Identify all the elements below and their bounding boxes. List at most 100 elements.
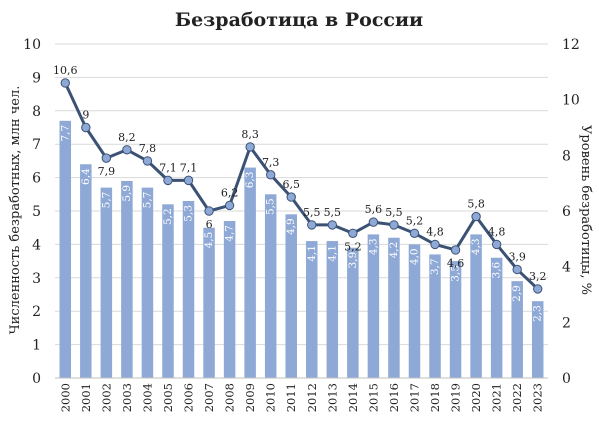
- x-tick-label: 2001: [79, 383, 93, 412]
- line-data-label: 4,6: [447, 257, 465, 270]
- line-point: [81, 122, 91, 133]
- bar: [244, 167, 256, 378]
- x-tick-label: 2022: [510, 383, 524, 412]
- x-tick-label: 2009: [243, 383, 257, 412]
- line-point: [430, 239, 440, 250]
- x-tick-label: 2015: [366, 383, 380, 412]
- bar-data-label: 2,3: [532, 305, 544, 322]
- line-data-label: 8,3: [241, 128, 259, 141]
- x-tick-label: 2023: [531, 383, 545, 412]
- bar: [511, 281, 523, 378]
- y-right-tick-label: 2: [562, 315, 571, 331]
- bar-data-label: 5,7: [100, 192, 112, 209]
- bar: [141, 187, 154, 378]
- x-tick-label: 2007: [202, 383, 216, 412]
- y-axis-right-title: Уровень безработицы, %: [578, 125, 593, 295]
- bar: [388, 237, 400, 378]
- x-tick-label: 2010: [264, 383, 278, 412]
- bar: [80, 164, 92, 378]
- line-data-label: 7,1: [180, 161, 198, 174]
- bar-data-label: 4,7: [224, 225, 236, 242]
- line-series: 10,697,98,27,87,1 7,166,28,37,36,55,5 5,55…: [53, 64, 546, 294]
- bar-data-label: 7,7: [59, 125, 71, 142]
- line-data-label: 9: [82, 109, 89, 122]
- bar-data-label: 5,3: [183, 205, 195, 222]
- line-point: [450, 245, 461, 255]
- line-data-label: 3,9: [508, 250, 526, 263]
- x-tick-label: 2011: [284, 383, 298, 412]
- y-left-tick-label: 10: [23, 37, 41, 53]
- bar: [285, 214, 297, 378]
- bar-data-label: 4,5: [203, 232, 215, 249]
- chart-title: Безработица в России: [175, 9, 423, 31]
- x-tick-label: 2006: [182, 383, 196, 412]
- bar: [490, 257, 503, 378]
- y-left-tick-label: 8: [32, 104, 41, 120]
- line-data-label: 5,8: [467, 198, 485, 211]
- line-data-label: 7,1: [159, 161, 177, 174]
- line-point: [163, 175, 173, 186]
- bar: [203, 227, 215, 378]
- y-right-tick-label: 8: [562, 148, 571, 164]
- line-point: [512, 264, 522, 275]
- y-left-tick-label: 4: [32, 237, 41, 253]
- x-tick-label: 2019: [449, 383, 463, 412]
- line-data-label: 5,5: [303, 206, 321, 219]
- bar-data-label: 3,6: [491, 261, 503, 278]
- bar-data-label: 4,2: [388, 242, 400, 259]
- bar-data-label: 5,2: [162, 208, 174, 225]
- bar: [59, 120, 72, 378]
- bar: [100, 187, 113, 378]
- bar-data-label: 4,0: [408, 248, 420, 265]
- y-right-tick-label: 6: [562, 204, 571, 220]
- y-left-tick-label: 2: [32, 304, 41, 320]
- line-point: [265, 170, 276, 180]
- bar: [182, 200, 195, 378]
- x-tick-label: 2016: [387, 383, 401, 412]
- line-data-label: 8,2: [118, 131, 136, 144]
- line-point: [204, 206, 214, 216]
- bar-data-label: 4,1: [326, 245, 338, 262]
- y-right-tick-label: 10: [562, 93, 580, 109]
- x-tick-label: 2005: [161, 383, 175, 412]
- y-right-tick-label: 12: [562, 37, 580, 53]
- line-data-label: 7,8: [139, 142, 157, 155]
- bar: [121, 180, 133, 378]
- bar: [449, 261, 462, 378]
- unemployment-rate-line: [63, 82, 539, 291]
- bar-data-label: 3,5: [450, 265, 462, 282]
- x-tick-label: 2018: [428, 383, 442, 412]
- bar-data-label: 4,1: [306, 245, 318, 262]
- line-point: [327, 220, 338, 230]
- line-point: [368, 217, 379, 227]
- bar-data-label: 3,7: [429, 258, 441, 275]
- bar: [531, 301, 544, 378]
- bar: [367, 234, 380, 378]
- y-left-tick-label: 5: [32, 204, 41, 220]
- line-point: [224, 200, 235, 211]
- line-data-label: 4,8: [426, 225, 444, 238]
- bar-data-label: 4,9: [285, 218, 297, 235]
- y-left-tick-label: 7: [32, 137, 41, 153]
- bar: [223, 221, 236, 378]
- line-data-label: 5,2: [344, 240, 362, 253]
- bar: [306, 241, 318, 378]
- line-point: [471, 211, 481, 222]
- line-point: [286, 192, 296, 202]
- x-tick-label: 2008: [223, 383, 237, 412]
- line-data-label: 10,6: [53, 64, 78, 77]
- x-tick-label: 2021: [490, 383, 504, 412]
- x-tick-label: 2013: [325, 383, 339, 412]
- bar-data-label: 6,3: [244, 172, 256, 189]
- line-point: [533, 284, 543, 294]
- line-data-label: 6,2: [221, 186, 239, 199]
- bar-data-label: 4,3: [367, 238, 379, 255]
- x-tick-label: 2004: [140, 383, 154, 412]
- line-point: [122, 145, 132, 155]
- line-data-label: 5,5: [324, 206, 342, 219]
- line-data-label: 6,5: [282, 178, 300, 191]
- y-left-tick-label: 0: [32, 371, 41, 387]
- line-data-label: 4,8: [488, 225, 506, 238]
- bar-data-label: 5,9: [121, 185, 133, 202]
